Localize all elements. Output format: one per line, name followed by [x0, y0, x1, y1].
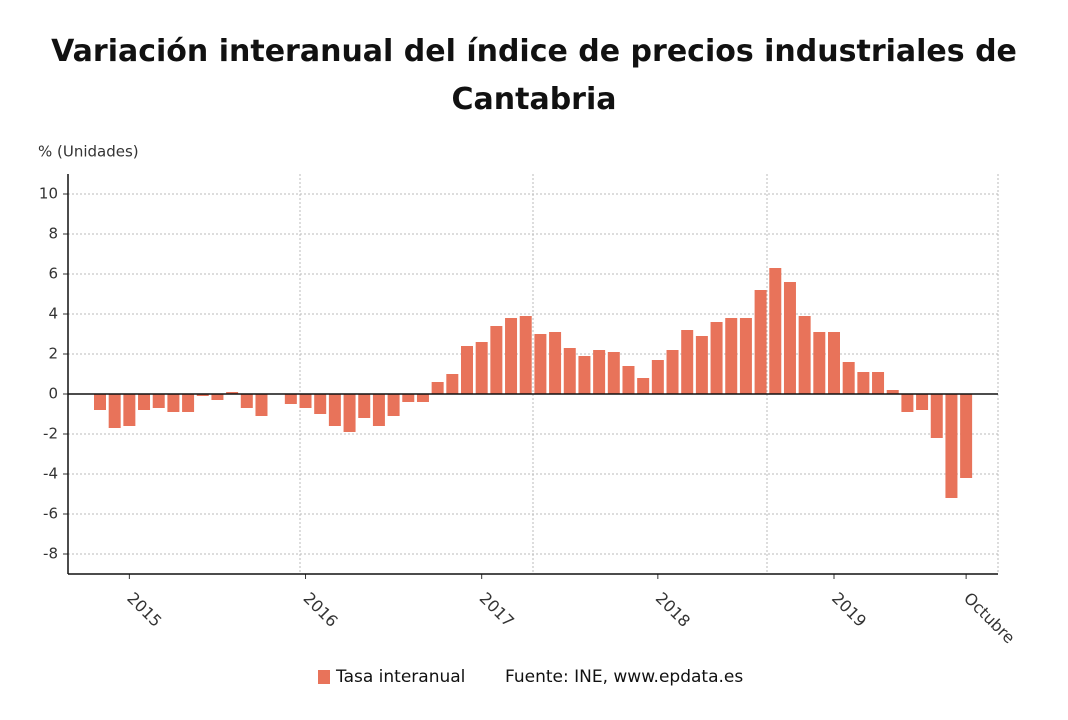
bar [196, 394, 209, 396]
bar [739, 318, 752, 394]
bar [725, 318, 738, 394]
bar [182, 394, 195, 412]
bar [901, 394, 914, 412]
y-tick-label: 2 [48, 345, 58, 363]
bar [593, 350, 606, 394]
bar [490, 326, 503, 394]
y-tick-label: 6 [48, 265, 58, 283]
bar [226, 392, 239, 394]
bar [534, 334, 547, 394]
bar [754, 290, 767, 394]
bar [152, 394, 165, 408]
x-tick-label: 2016 [300, 589, 342, 631]
bar [314, 394, 327, 414]
x-tick-label: 2019 [828, 589, 870, 631]
x-tick-label: 2015 [123, 589, 165, 631]
y-tick-label: 0 [48, 385, 58, 403]
y-tick-label: 4 [48, 305, 58, 323]
bar [930, 394, 943, 438]
bar [343, 394, 356, 432]
bar [358, 394, 371, 418]
y-axis-label: % (Unidades) [38, 143, 139, 161]
bar [916, 394, 929, 410]
bar [505, 318, 518, 394]
bar [328, 394, 341, 426]
bar [769, 268, 782, 394]
bar [402, 394, 415, 402]
source: Fuente: INE, www.epdata.es [505, 667, 743, 687]
bar [387, 394, 400, 416]
y-tick-label: -8 [43, 545, 58, 563]
bar [842, 362, 855, 394]
bar [211, 394, 224, 400]
bar [446, 374, 459, 394]
bar [681, 330, 694, 394]
bar [857, 372, 870, 394]
bar [94, 394, 106, 410]
bar [240, 394, 253, 408]
x-tick-label: Octubre [960, 589, 1019, 648]
bar [519, 316, 532, 394]
x-tick-label: 2018 [652, 589, 694, 631]
bar [813, 332, 826, 394]
bar [578, 356, 591, 394]
bar [710, 322, 723, 394]
legend-swatch [318, 670, 330, 684]
bar [945, 394, 958, 498]
bar [416, 394, 429, 402]
bar [960, 394, 973, 478]
bar [108, 394, 121, 428]
bar [637, 378, 650, 394]
bar [549, 332, 562, 394]
bar [167, 394, 180, 412]
bar [607, 352, 620, 394]
chart-title: Variación interanual del índice de preci… [51, 34, 1017, 117]
x-tick-label: 2017 [476, 589, 518, 631]
y-tick-label: 8 [48, 225, 58, 243]
y-tick-label: -2 [43, 425, 58, 443]
bar [138, 394, 151, 410]
bar [284, 394, 297, 404]
bar [563, 348, 576, 394]
bar [123, 394, 136, 426]
bar [622, 366, 635, 394]
y-tick-label: 10 [39, 185, 58, 203]
bar [783, 282, 796, 394]
bar [798, 316, 811, 394]
bar [461, 346, 473, 394]
bar [828, 332, 840, 394]
legend-label: Tasa interanual [335, 667, 465, 687]
bar [431, 382, 444, 394]
bar [475, 342, 488, 394]
bar [695, 336, 708, 394]
bar [372, 394, 385, 426]
y-tick-label: -6 [43, 505, 58, 523]
bar [886, 390, 899, 394]
bar [299, 394, 312, 408]
bar [666, 350, 679, 394]
y-tick-label: -4 [43, 465, 58, 483]
bar [651, 360, 664, 394]
bar [255, 394, 268, 416]
bar [872, 372, 885, 394]
